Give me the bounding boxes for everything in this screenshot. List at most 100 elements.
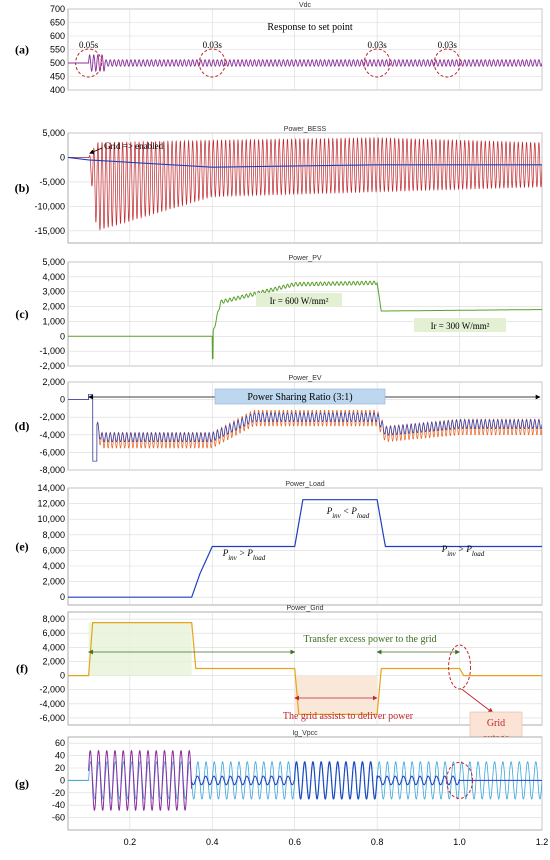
y-tick-label: 5,000 [42,257,65,267]
annotation-sharing: Power Sharing Ratio (3:1) [247,392,352,403]
dashed-circle [198,48,226,78]
plot-series [68,621,542,716]
x-tick-label: 0.2 [124,837,137,847]
x-tick-label: 0.4 [206,837,219,847]
y-tick-label: 6,000 [42,628,65,638]
y-tick-label: 40 [55,751,65,761]
y-tick-label: 0 [60,331,65,341]
annotation-ir-300: Ir = 300 W/mm² [431,321,490,331]
annotation-grid-outage: Grid [487,718,505,729]
y-tick-label: 700 [50,4,65,14]
y-tick-label: 0 [60,775,65,785]
series-grid-power [68,621,542,716]
series-load-power [68,499,542,598]
dashed-circle [446,761,474,799]
y-tick-label: 4,000 [42,642,65,652]
panel-label: (b) [15,181,30,195]
y-tick-label: 12,000 [37,499,65,509]
annotation-time: 0.03s [203,40,223,50]
panel-title: Power_Grid [287,605,324,612]
y-tick-label: -40 [52,800,65,810]
y-tick-label: -4,000 [39,699,65,709]
panel-label: (c) [15,307,28,321]
series-bess-power [68,136,542,231]
panel-g: 60 40 20 0 -20 -40 -60 Ig_Vpcc (g) [15,730,543,831]
series-bess-average [68,156,542,168]
y-tick-label: 60 [55,738,65,748]
y-tick-label: -60 [52,813,65,823]
plot-area [67,261,543,367]
y-tick-label: 0 [60,671,65,681]
plot-series [68,280,542,360]
series-pv-power [68,280,542,360]
annotation-arrow [461,688,494,714]
dashed-circle [433,48,461,78]
plot-series [68,499,542,598]
plot-series [68,393,542,462]
shade-import [294,675,378,715]
panel-label: (g) [15,777,29,791]
annotation-box [414,318,506,332]
y-tick-label: 8,000 [42,530,65,540]
y-tick-label: -15,000 [34,226,65,236]
annotation-transfer: Transfer excess power to the grid [303,634,436,645]
panel-label: (d) [15,419,30,433]
y-tick-label: 8,000 [42,614,65,624]
panel-title: Power_EV [288,375,321,382]
series-vdc [68,54,542,73]
panel-label: (f) [16,662,28,676]
y-tick-label: 10,000 [37,514,65,524]
y-tick-label: 600 [50,31,65,41]
shade-export [88,622,192,676]
annotation-time: 0.03s [367,40,387,50]
y-tick-label: -2,000 [39,412,65,422]
annotation-pinv-lt-pload: Pinv < Pload [326,506,370,520]
panel-label: (e) [15,540,28,554]
y-tick-label: 650 [50,18,65,28]
x-tick-label: 1.0 [453,837,466,847]
y-tick-label: 2,000 [42,656,65,666]
series-ev-2 [68,393,542,462]
y-tick-label: -6,000 [39,447,65,457]
y-tick-label: -4,000 [39,430,65,440]
panel-title: Ig_Vpcc [292,730,318,737]
panel-c: 5,000 4,000 3,000 2,000 1,000 0 -1,000 -2,000 Po… [15,255,543,371]
annotation-pinv-gt-pload: Pinv > Pload [222,548,266,562]
y-tick-label: 20 [55,763,65,773]
y-tick-label: -20 [52,788,65,798]
panel-label: (a) [15,43,29,57]
y-tick-label: 2,000 [42,302,65,312]
y-tick-label: 3,000 [42,287,65,297]
plot-area [67,736,543,831]
panel-title: Vdc [299,2,312,9]
plot-series [68,136,542,231]
x-tick-label: 0.6 [288,837,301,847]
panel-title: Power_Load [285,481,324,488]
panel-e: 14,000 12,000 10,000 8,000 6,000 4,000 2,000 0 P… [15,481,543,606]
x-tick-label: 1.2 [536,837,549,847]
annotation-response: Response to set point [267,22,352,33]
plot-series [68,749,542,812]
y-tick-label: 4,000 [42,272,65,282]
y-tick-label: 14,000 [37,483,65,493]
annotation-box [256,293,342,307]
y-tick-label: -1,000 [39,346,65,356]
y-tick-label: 550 [50,45,65,55]
annotation-time: 0.03s [438,40,458,50]
annotation-arrow [89,147,103,154]
dashed-circle [363,48,391,78]
y-tick-label: -8,000 [39,465,65,475]
annotation-box [214,388,386,405]
series-ig-small [191,761,460,800]
annotation-time: 0.05s [79,40,99,50]
series-ig-large [88,749,193,812]
y-tick-label: 450 [50,72,65,82]
y-tick-label: 6,000 [42,545,65,555]
panel-b: 5,000 0 -5,000 -10,000 -15,000 Power_BESS (b) G… [15,126,543,244]
panel-d: 2,000 0 -2,000 -4,000 -6,000 -8,000 Power_EV (d… [15,375,543,475]
plot-series [68,54,542,73]
y-tick-label: 2,000 [42,577,65,587]
y-tick-label: 0 [60,395,65,405]
dashed-circle [75,48,103,78]
annotation-ir-600: Ir = 600 W/mm² [270,296,329,306]
